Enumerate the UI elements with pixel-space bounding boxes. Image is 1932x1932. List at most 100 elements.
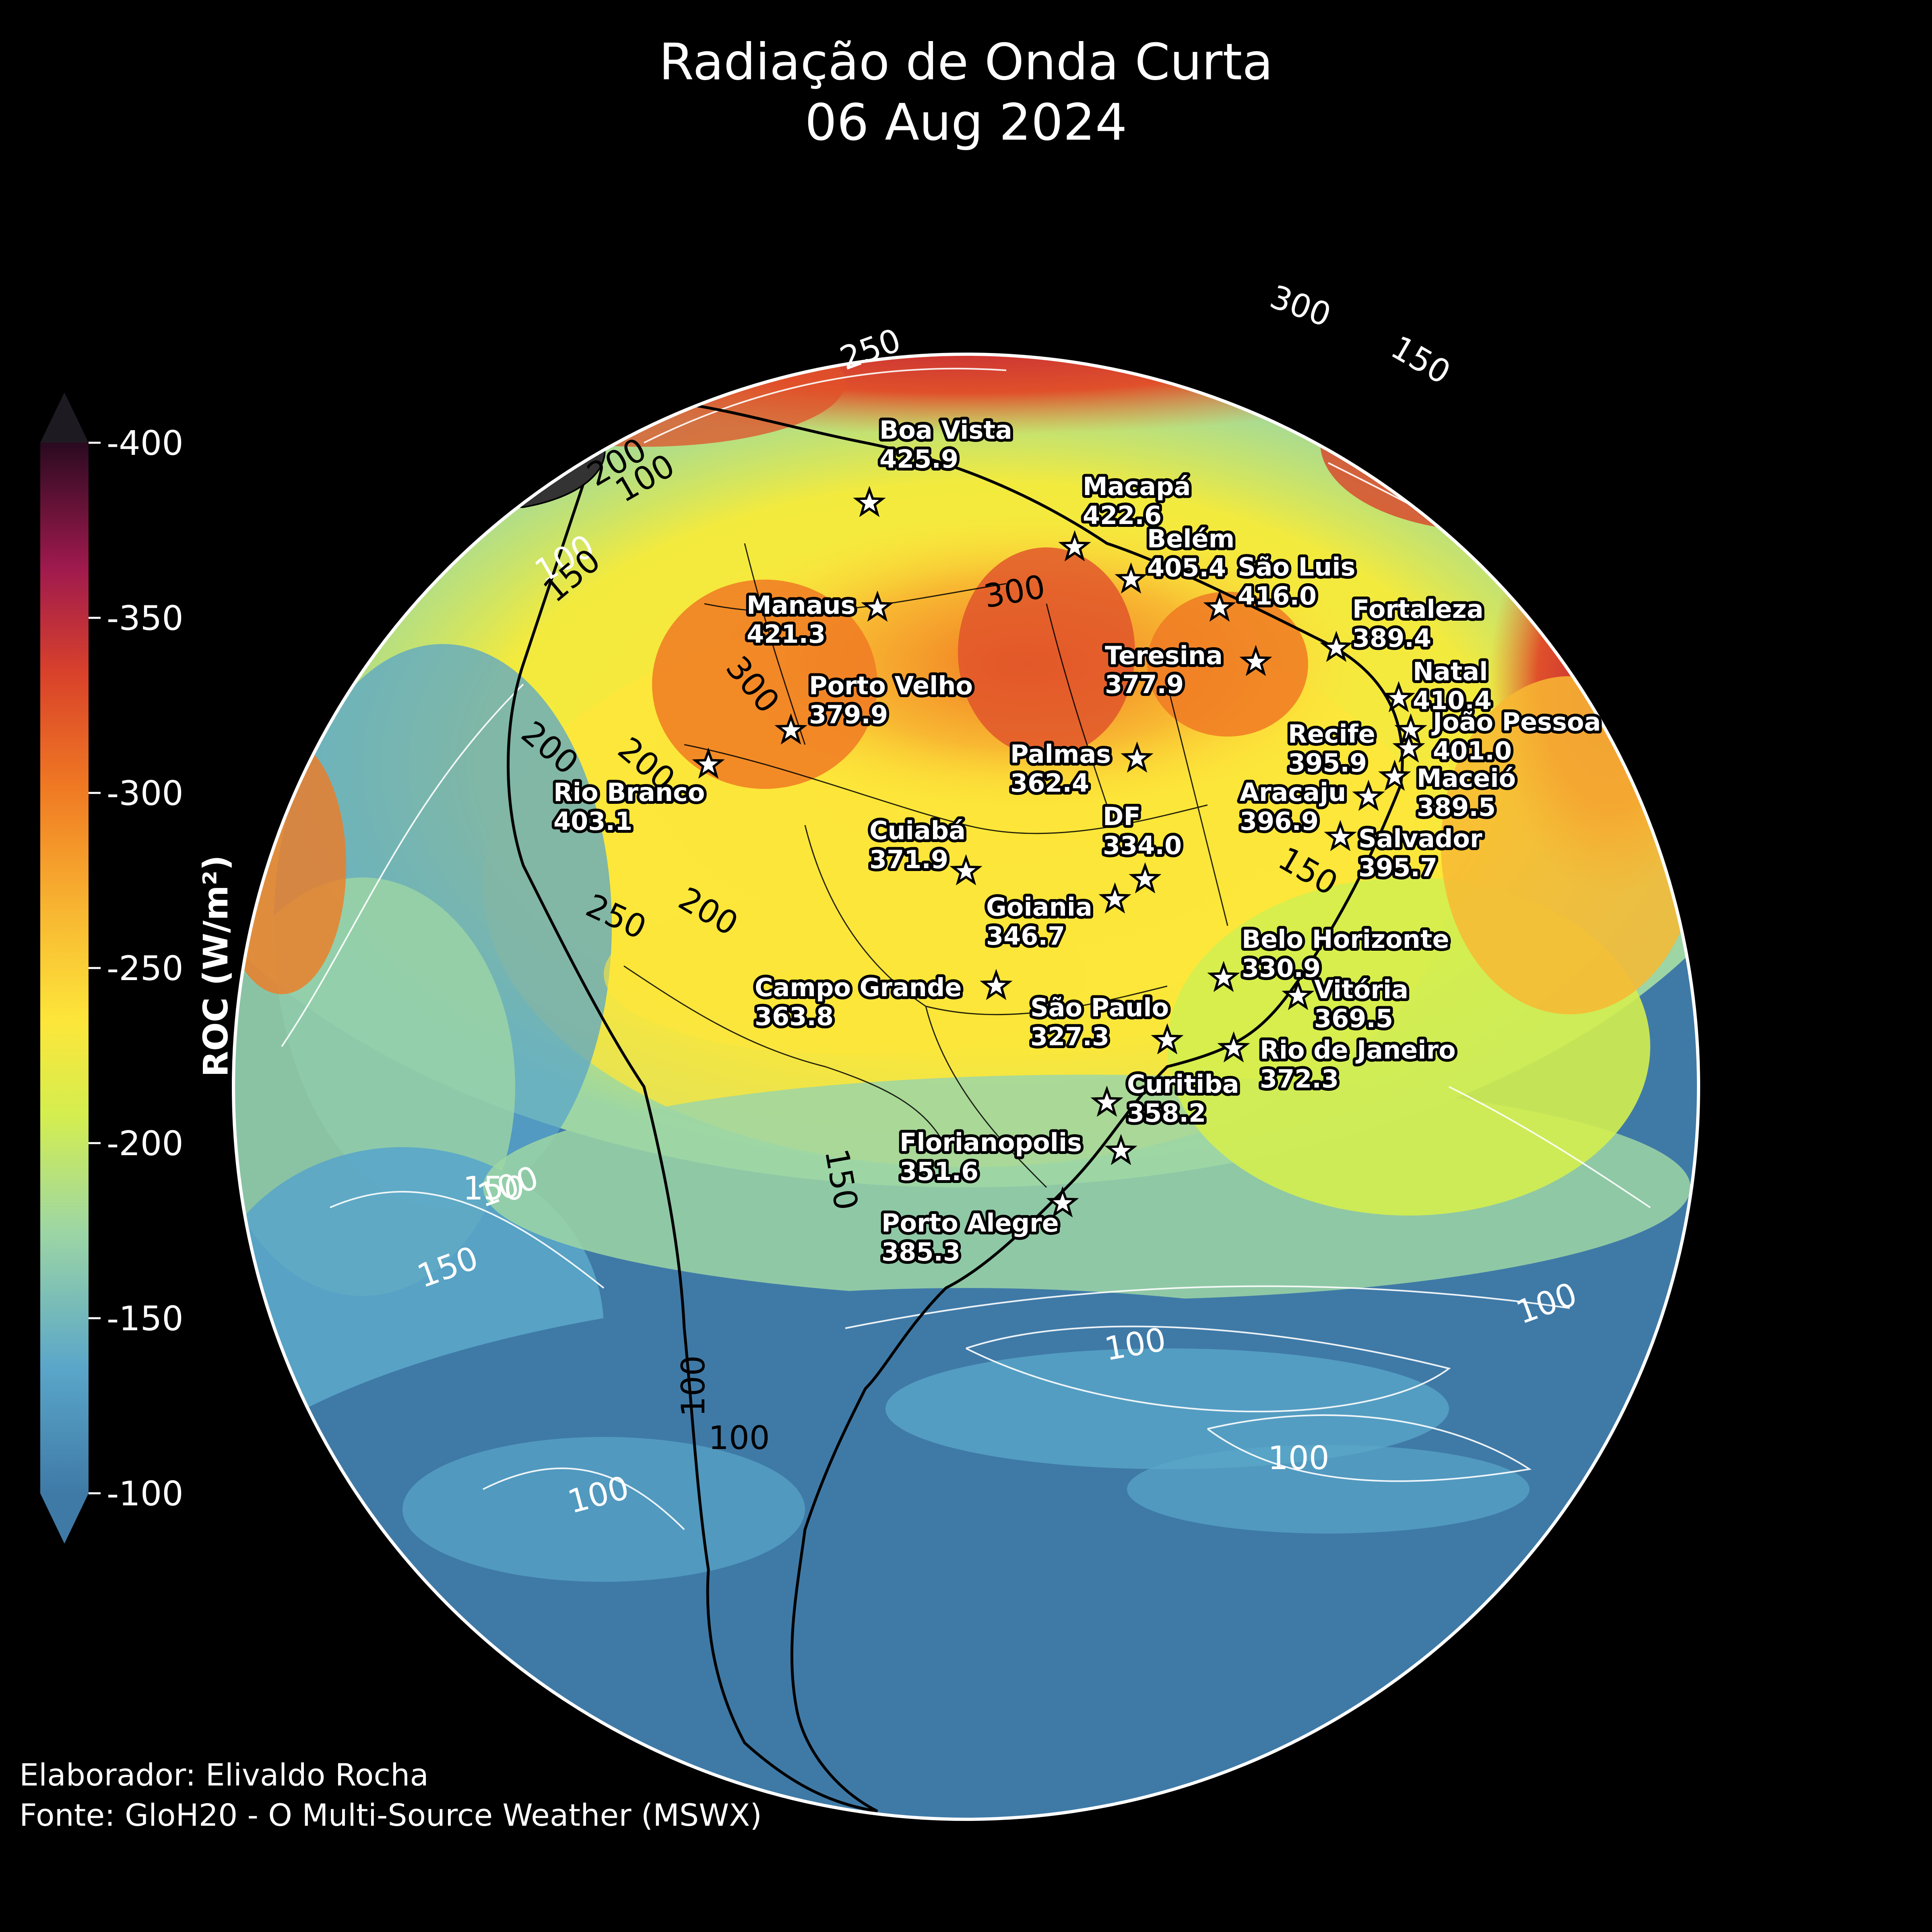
city-name: Florianopolis (900, 1128, 1082, 1157)
credits-author: Elaborador: Elivaldo Rocha (19, 1757, 429, 1793)
city-value: 422.6 (1083, 501, 1162, 530)
city-value: 405.4 (1147, 553, 1226, 582)
city-star-icon (1090, 1086, 1123, 1117)
colorbar-tick-label: -400 (107, 423, 184, 463)
title-date: 06 Aug 2024 (805, 93, 1127, 152)
colorbar-tick-label: -150 (107, 1299, 184, 1338)
borders (623, 543, 1228, 1188)
city-name: São Paulo (1030, 993, 1169, 1022)
city-star-icon (1115, 562, 1148, 594)
city-name: Goiania (986, 892, 1092, 922)
city-value: 377.9 (1105, 670, 1184, 699)
city-star-icon (1151, 1023, 1184, 1055)
city-value: 401.0 (1433, 736, 1512, 766)
city-name: DF (1103, 802, 1141, 831)
city-value: 372.3 (1260, 1064, 1339, 1094)
city-value: 421.3 (747, 619, 826, 649)
city-star-icon (1046, 1186, 1079, 1218)
coastline (507, 399, 1404, 1813)
city-name: Vitória (1314, 975, 1408, 1004)
city-star-icon (1203, 590, 1236, 622)
city-name: Porto Alegre (881, 1208, 1059, 1238)
colorbar-gradient (40, 443, 89, 1493)
city-name: Belo Horizonte (1242, 925, 1449, 954)
city-value: 362.4 (1010, 768, 1089, 798)
city-name: Campo Grande (755, 973, 962, 1002)
colorbar-extend-bottom (40, 1493, 89, 1544)
city-value: 330.9 (1242, 954, 1321, 983)
city-name: Boa Vista (879, 415, 1012, 445)
contour-label: 100 (1268, 1439, 1329, 1477)
city-name: Teresina (1105, 641, 1223, 670)
city-value: 334.0 (1103, 831, 1182, 860)
city-star-icon (1217, 1031, 1250, 1063)
contour-label: 100 (708, 1419, 770, 1457)
city-value: 385.3 (881, 1237, 960, 1267)
city-value: 379.9 (809, 700, 888, 729)
city-star-icon (1394, 713, 1427, 745)
city-name: Aracaju (1240, 778, 1346, 807)
colorbar-ticks: -100 -150 -200 -250 -300 -350 -400 (89, 423, 184, 1513)
city-name: Curitiba (1127, 1069, 1239, 1099)
city-star-icon (774, 713, 807, 745)
city-star-icon (861, 590, 894, 622)
city-star-icon (1382, 681, 1415, 712)
city-value: 358.2 (1127, 1098, 1206, 1128)
city-name: Recife (1288, 719, 1375, 749)
city-value: 403.1 (553, 807, 632, 836)
city-value: 425.9 (879, 444, 958, 474)
credits-source: Fonte: GloH20 - O Multi-Source Weather (… (19, 1797, 762, 1833)
city-value: 410.4 (1413, 686, 1492, 715)
city-name: Natal (1413, 657, 1488, 686)
city-star-icon (1324, 820, 1357, 851)
city-value: 395.7 (1358, 853, 1437, 882)
city-value: 327.3 (1030, 1022, 1109, 1051)
city-name: São Luis (1238, 552, 1355, 582)
colorbar-tick-label: -250 (107, 949, 184, 988)
city-name: Fortaleza (1352, 594, 1484, 624)
city-star-icon (1121, 741, 1154, 773)
city-star-icon (1129, 862, 1162, 894)
city-star-icon (1320, 631, 1353, 662)
city-name: Rio de Janeiro (1260, 1035, 1456, 1065)
city-star-icon (1282, 979, 1315, 1010)
city-star-icon (980, 969, 1013, 1000)
city-value: 363.8 (755, 1002, 834, 1031)
city-star-icon (1207, 961, 1240, 992)
city-star-icon (1058, 530, 1091, 561)
city-name: Manaus (747, 590, 856, 620)
colorbar-tick-label: -200 (107, 1124, 184, 1163)
city-name: Palmas (1010, 739, 1111, 769)
contour-label: 100 (675, 1355, 712, 1417)
city-name: João Pessoa (1431, 707, 1601, 737)
city-name: Rio Branco (553, 778, 705, 807)
